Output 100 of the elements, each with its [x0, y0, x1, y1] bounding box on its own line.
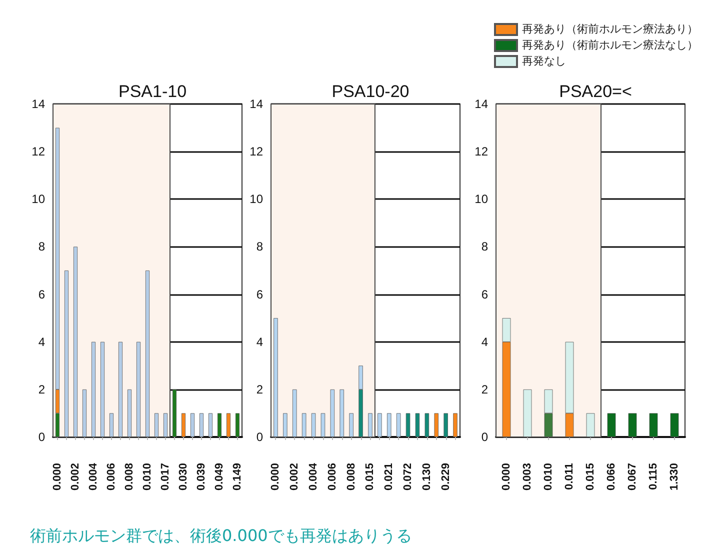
y-tick-label: 8: [481, 240, 488, 254]
x-tick-label: 0.008: [124, 463, 136, 491]
y-tick-label: 0: [256, 430, 264, 444]
x-tick-label: 0.008: [345, 463, 358, 491]
x-tick-label: 0.010: [142, 463, 154, 491]
bar: [181, 413, 186, 437]
y-tick-label: 12: [474, 144, 488, 159]
bar: [199, 413, 204, 437]
x-tick-label: 0.000: [52, 463, 64, 491]
bar: [649, 413, 658, 437]
x-tick-label: 0.067: [626, 463, 638, 491]
y-tick-label: 14: [474, 97, 488, 111]
bar: [670, 413, 679, 437]
legend-label: 再発なし: [522, 56, 566, 68]
bar: [172, 389, 177, 437]
bar: [283, 413, 288, 437]
x-tick-label: 0.004: [308, 462, 320, 491]
bar: [523, 389, 532, 437]
y-tick-label: 10: [474, 192, 488, 206]
y-tick-label: 12: [250, 144, 264, 159]
bar: [64, 270, 69, 437]
bar: [396, 413, 401, 437]
bar: [607, 413, 616, 437]
x-tick-label: 0.002: [288, 463, 301, 491]
chart-title: PSA10-20: [332, 82, 410, 101]
x-tick-label: 0.017: [160, 463, 172, 491]
x-tick-label: 0.039: [196, 463, 208, 491]
x-tick-label: 0.130: [420, 463, 433, 491]
legend-label: 再発あり（術前ホルモン療法なし）: [522, 38, 698, 52]
x-tick-label: 0.021: [383, 463, 396, 491]
bar: [145, 270, 150, 437]
bar: [82, 389, 87, 437]
bar: [320, 413, 326, 437]
bar: [368, 413, 372, 437]
y-tick-label: 8: [256, 240, 264, 254]
bar: [226, 413, 231, 437]
y-tick-label: 4: [481, 334, 488, 349]
x-tick-label: 0.115: [648, 463, 660, 490]
legend-label: 再発あり（術前ホルモン療法あり）: [522, 22, 698, 36]
chart-title: PSA20=<: [559, 82, 632, 101]
bar: [378, 413, 382, 437]
bar: [434, 413, 438, 437]
bar: [208, 413, 213, 437]
bar: [118, 342, 123, 437]
bar: [340, 389, 344, 437]
x-tick-label: 0.011: [564, 463, 576, 490]
bar: [235, 413, 240, 437]
bar: [349, 413, 354, 437]
x-tick-label: 0.066: [606, 463, 618, 491]
y-tick-label: 14: [32, 97, 46, 111]
bar: [100, 342, 105, 437]
bar: [311, 413, 316, 437]
bar: [91, 342, 96, 437]
y-tick-label: 10: [250, 192, 264, 206]
bar: [406, 413, 410, 437]
y-tick-label: 6: [256, 287, 264, 302]
bar: [217, 413, 222, 437]
bar: [424, 413, 430, 437]
x-tick-label: 0.229: [440, 463, 452, 491]
x-tick-label: 0.006: [326, 463, 338, 491]
y-tick-label: 12: [32, 144, 46, 159]
bar: [444, 413, 448, 437]
x-tick-label: 1.330: [668, 463, 680, 491]
y-tick-label: 2: [481, 382, 488, 396]
bar: [136, 342, 141, 437]
x-tick-label: 0.000: [500, 463, 512, 491]
bar: [387, 413, 392, 437]
y-tick-label: 6: [38, 287, 46, 302]
y-tick-label: 4: [256, 334, 264, 349]
bar: [190, 413, 195, 437]
y-tick-label: 8: [38, 240, 46, 254]
text: 術前ホルモン群では、術後0.000でも再発はありうる: [30, 526, 412, 547]
bar: [628, 413, 637, 437]
y-tick-label: 4: [38, 334, 46, 349]
y-tick-label: 10: [32, 192, 46, 206]
x-tick-label: 0.030: [178, 463, 190, 491]
x-tick-label: 0.000: [270, 463, 282, 491]
bar: [163, 413, 168, 437]
y-tick-label: 6: [481, 287, 488, 302]
bar: [330, 389, 335, 437]
y-tick-label: 14: [250, 97, 264, 111]
x-tick-label: 0.049: [214, 463, 226, 491]
bar: [109, 413, 114, 437]
x-tick-label: 0.004: [88, 462, 100, 491]
y-tick-label: 0: [38, 430, 46, 444]
y-tick-label: 2: [256, 382, 264, 396]
x-tick-label: 0.015: [584, 463, 596, 491]
x-tick-label: 0.003: [522, 463, 534, 491]
y-tick-label: 2: [38, 382, 46, 396]
bar: [154, 413, 159, 437]
x-tick-label: 0.149: [232, 463, 244, 491]
chart-title: PSA1-10: [118, 82, 187, 101]
x-tick-label: 0.006: [106, 463, 118, 491]
bar: [73, 246, 78, 437]
bar: [415, 413, 420, 437]
bar: [302, 413, 306, 437]
bar: [274, 318, 278, 437]
x-tick-label: 0.002: [70, 463, 82, 491]
bar: [586, 413, 595, 437]
bar: [127, 389, 132, 437]
